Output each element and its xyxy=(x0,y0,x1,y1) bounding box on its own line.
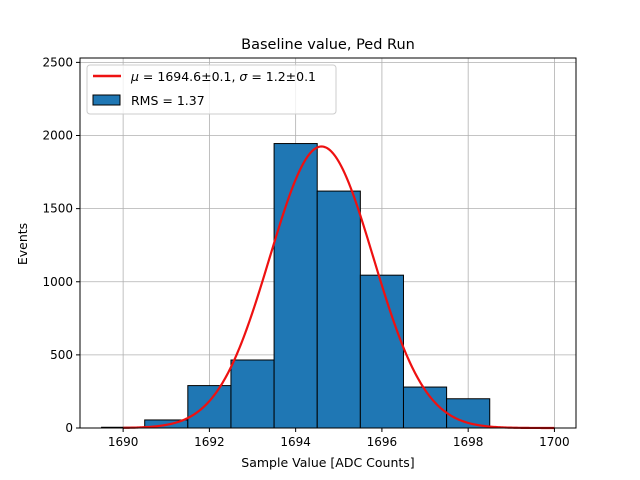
y-tick-label: 1500 xyxy=(42,202,73,216)
x-tick-label: 1698 xyxy=(453,435,484,449)
histogram-bar xyxy=(273,143,318,429)
histogram-bars xyxy=(101,143,491,429)
legend-fit-label: μ = 1694.6±0.1, σ = 1.2±0.1 xyxy=(130,69,316,84)
histogram-bar xyxy=(359,274,404,429)
y-tick-label: 0 xyxy=(65,421,73,435)
y-axis-label: Events xyxy=(15,223,30,265)
histogram-bar xyxy=(316,190,361,429)
chart-title: Baseline value, Ped Run xyxy=(241,37,415,53)
x-tick-label: 1696 xyxy=(367,435,398,449)
legend-hist-label: RMS = 1.37 xyxy=(131,93,205,108)
histogram-bar xyxy=(230,359,275,429)
gaussian-fit xyxy=(123,145,555,430)
x-axis-ticks: 1690 1692 1694 1696 1698 1700 xyxy=(108,428,570,449)
y-axis-ticks: 0 500 1000 1500 2000 2500 xyxy=(42,55,80,435)
x-axis-label: Sample Value [ADC Counts] xyxy=(241,455,414,470)
y-tick-label: 2500 xyxy=(42,55,73,69)
x-tick-label: 1690 xyxy=(108,435,139,449)
legend-box xyxy=(86,64,337,115)
legend: μ = 1694.6±0.1, σ = 1.2±0.1 RMS = 1.37 xyxy=(86,64,337,115)
axes-frame xyxy=(79,57,577,429)
x-tick-label: 1692 xyxy=(194,435,225,449)
x-tick-label: 1700 xyxy=(539,435,570,449)
y-tick-label: 2000 xyxy=(42,129,73,143)
y-tick-label: 500 xyxy=(50,348,73,362)
y-tick-label: 1000 xyxy=(42,275,73,289)
histogram-bar xyxy=(187,385,232,429)
x-tick-label: 1694 xyxy=(280,435,311,449)
legend-hist-swatch xyxy=(92,94,121,106)
fit-curve xyxy=(123,145,555,430)
